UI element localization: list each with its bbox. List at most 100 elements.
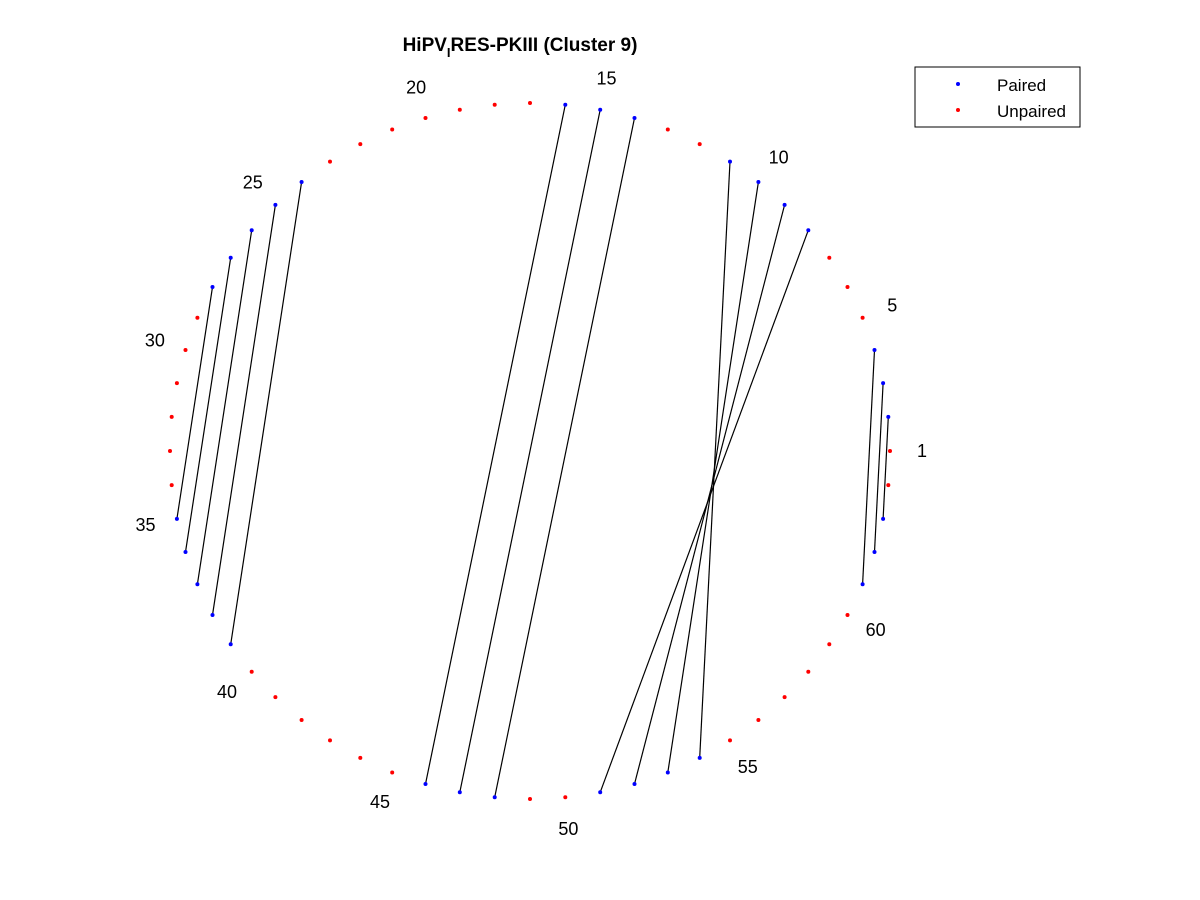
paired-point-63 (881, 516, 886, 521)
paired-point-9 (782, 202, 787, 207)
unpaired-point-1 (888, 449, 892, 453)
pair-line-24-39 (230, 181, 303, 645)
position-label-25: 25 (243, 172, 263, 192)
unpaired-point-40 (249, 669, 254, 674)
paired-point-4 (872, 348, 877, 352)
pair-line-10-53 (667, 181, 759, 773)
unpaired-point-59 (827, 642, 832, 647)
unpaired-point-43 (328, 738, 332, 743)
unpaired-point-56 (756, 718, 761, 722)
paired-point-16 (563, 102, 568, 107)
unpaired-point-23 (328, 159, 332, 164)
unpaired-point-7 (827, 255, 832, 260)
paired-point-47 (457, 790, 462, 795)
legend-marker-paired (956, 82, 960, 86)
legend-box (914, 66, 1081, 128)
unpaired-point-44 (358, 755, 363, 760)
pair-line-11-54 (699, 161, 731, 758)
paired-point-62 (872, 550, 877, 554)
unpaired-point-64 (886, 483, 891, 488)
unpaired-point-12 (697, 142, 702, 147)
title-main: HiPV (403, 35, 448, 56)
paired-point-46 (423, 782, 428, 786)
unpaired-point-6 (845, 285, 850, 289)
pair-line-9-52 (633, 204, 786, 785)
paired-point-14 (632, 116, 637, 120)
unpaired-point-31 (174, 381, 179, 386)
paired-point-38 (210, 613, 215, 617)
legend-label-paired: Paired (997, 76, 1046, 95)
paired-point-35 (174, 516, 179, 521)
unpaired-point-13 (665, 127, 670, 132)
unpaired-point-17 (528, 101, 532, 105)
paired-point-24 (299, 180, 304, 184)
paired-point-52 (632, 782, 637, 786)
unpaired-point-55 (728, 738, 732, 743)
pair-line-14-48 (494, 117, 636, 798)
position-label-45: 45 (370, 792, 390, 812)
paired-point-61 (860, 582, 865, 587)
legend-marker-unpaired (956, 108, 960, 112)
unpaired-point-50 (563, 795, 568, 800)
pair-line-27-36 (184, 257, 232, 553)
position-label-40: 40 (217, 682, 237, 702)
paired-point-36 (183, 550, 188, 554)
unpaired-point-18 (492, 102, 497, 107)
pair-line-26-37 (196, 230, 253, 585)
paired-point-53 (665, 770, 670, 775)
unpaired-point-19 (457, 107, 462, 112)
position-label-55: 55 (738, 757, 758, 777)
unpaired-point-42 (299, 718, 304, 722)
legend-label-unpaired: Unpaired (997, 102, 1066, 121)
paired-point-48 (492, 795, 497, 800)
unpaired-point-5 (860, 315, 865, 320)
pair-line-8-51 (599, 229, 809, 793)
paired-point-3 (881, 381, 886, 386)
pair-line-15-47 (459, 109, 601, 793)
paired-point-2 (886, 414, 891, 419)
position-label-10: 10 (769, 147, 789, 167)
paired-point-26 (249, 228, 254, 233)
unpaired-point-20 (423, 116, 428, 120)
paired-point-51 (598, 790, 603, 795)
unpaired-point-30 (183, 348, 188, 352)
unpaired-point-32 (169, 414, 174, 419)
unpaired-point-22 (358, 142, 363, 147)
pair-line-25-38 (211, 204, 276, 616)
pair-line-2-63 (882, 416, 889, 519)
paired-point-25 (273, 202, 278, 207)
unpaired-point-21 (390, 127, 395, 132)
position-label-35: 35 (135, 515, 155, 535)
paired-point-28 (210, 285, 215, 289)
paired-point-27 (228, 255, 233, 260)
unpaired-point-33 (168, 449, 172, 453)
unpaired-point-57 (782, 695, 787, 700)
position-label-15: 15 (596, 68, 616, 88)
position-label-30: 30 (145, 331, 165, 351)
pair-lines (176, 104, 889, 798)
nucleotide-points (168, 101, 892, 801)
unpaired-point-34 (169, 483, 174, 488)
paired-point-15 (598, 107, 603, 112)
unpaired-point-29 (195, 315, 200, 320)
position-label-1: 1 (917, 441, 927, 461)
unpaired-point-45 (390, 770, 395, 775)
unpaired-point-60 (845, 613, 850, 617)
position-label-5: 5 (887, 296, 897, 316)
unpaired-point-58 (806, 669, 811, 674)
pair-line-3-62 (873, 383, 884, 553)
title-subscript: I (447, 45, 451, 60)
chart-title: HiPVIRES-PKIII (Cluster 9) (403, 35, 638, 60)
pair-line-28-35 (176, 286, 214, 519)
position-label-50: 50 (558, 819, 578, 839)
position-label-20: 20 (406, 77, 426, 97)
title-rest: RES-PKIII (Cluster 9) (451, 35, 638, 56)
paired-point-11 (728, 159, 732, 164)
paired-point-10 (756, 180, 761, 184)
position-label-60: 60 (866, 620, 886, 640)
paired-point-39 (228, 642, 233, 647)
paired-point-37 (195, 582, 200, 587)
legend: Paired Unpaired (914, 66, 1081, 128)
